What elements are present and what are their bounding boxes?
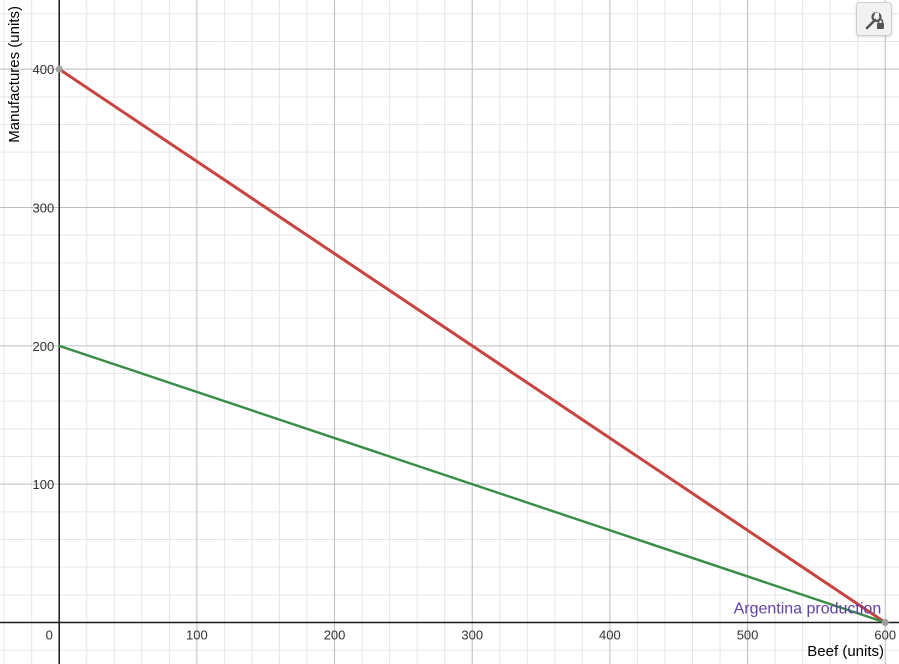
y-axis-title: Manufactures (units) xyxy=(6,6,23,143)
x-tick-label: 100 xyxy=(186,628,208,643)
data-point[interactable] xyxy=(881,619,889,626)
graph-settings-button[interactable] xyxy=(856,2,892,36)
x-tick-label: 200 xyxy=(324,628,346,643)
y-tick-label: 100 xyxy=(32,477,54,492)
green-ppf-line xyxy=(57,344,887,624)
x-tick-label: 600 xyxy=(874,628,896,643)
x-tick-label: 400 xyxy=(599,628,621,643)
x-tick-label: 500 xyxy=(737,628,759,643)
y-tick-label: 200 xyxy=(32,339,54,354)
annotations: Argentina production xyxy=(734,601,882,618)
y-tick-label: 400 xyxy=(32,62,54,77)
y-tick-label: 300 xyxy=(32,201,54,216)
x-axis-title: Beef (units) xyxy=(807,643,884,660)
x-tick-label: 300 xyxy=(461,628,483,643)
tick-labels: 100 200 300 400 500 600 100 200 300 400 0 xyxy=(32,62,896,642)
data-point[interactable] xyxy=(55,65,63,73)
red-ppf-line xyxy=(57,67,887,624)
wrench-lock-icon xyxy=(865,11,884,30)
series-lines xyxy=(57,67,887,624)
origin-tick-label: 0 xyxy=(46,628,53,643)
annotation-label: Argentina production xyxy=(734,601,882,618)
data-points xyxy=(55,65,889,626)
